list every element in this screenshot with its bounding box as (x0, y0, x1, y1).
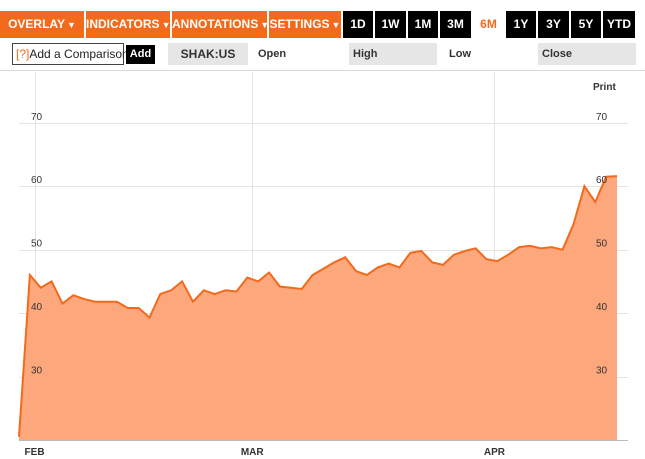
x-tick-label: APR (484, 447, 506, 458)
price-line (18, 175, 618, 437)
annotations-label: ANNOTATIONS (172, 17, 259, 31)
range-1d-button[interactable]: 1D (343, 11, 373, 38)
chevron-down-icon: ▼ (331, 20, 341, 30)
y-tick-label: 70 (596, 112, 608, 123)
price-area (19, 176, 617, 440)
high-field (349, 43, 437, 65)
range-3y-button[interactable]: 3Y (538, 11, 569, 38)
low-label: Low (449, 48, 471, 60)
overlay-menu[interactable]: OVERLAY ▼ (0, 11, 84, 38)
add-comparison-label: Add a Comparison (29, 47, 129, 61)
range-ytd-button[interactable]: YTD (603, 11, 635, 38)
high-label: High (353, 48, 378, 60)
ticker-symbol: SHAK:US (168, 43, 248, 65)
y-tick-label: 40 (596, 302, 608, 313)
help-icon[interactable]: [?] (16, 47, 30, 61)
y-tick-label: 60 (596, 175, 608, 186)
x-tick-label: MAR (241, 447, 265, 458)
y-tick-label: 50 (31, 239, 43, 250)
y-tick-label: 30 (31, 366, 43, 377)
annotations-menu[interactable]: ANNOTATIONS ▼ (172, 11, 270, 38)
y-tick-label: 70 (31, 112, 43, 123)
y-tick-label: 60 (31, 175, 43, 186)
x-axis: FEB MAR APR (25, 447, 506, 458)
overlay-label: OVERLAY (8, 17, 65, 31)
y-axis-left: 30 40 50 60 70 (31, 112, 43, 377)
print-button[interactable]: Print (593, 82, 616, 93)
x-tick-label: FEB (25, 447, 45, 458)
settings-menu[interactable]: SETTINGS ▼ (269, 11, 341, 38)
open-label: Open (258, 48, 287, 60)
add-comparison-field[interactable]: [?]Add a Comparison (12, 43, 129, 65)
close-label: Close (542, 48, 572, 60)
chart-toolbar: OVERLAY ▼ INDICATORS ▼ ANNOTATIONS ▼ SETTIN… (0, 0, 645, 38)
chevron-down-icon: ▼ (161, 20, 171, 30)
range-1w-button[interactable]: 1W (375, 11, 406, 38)
range-3m-button[interactable]: 3M (440, 11, 471, 38)
y-tick-label: 40 (31, 302, 43, 313)
add-comparison-button[interactable]: Add (126, 45, 155, 64)
y-tick-label: 50 (596, 239, 608, 250)
indicators-label: INDICATORS (86, 17, 160, 31)
y-axis-right: 30 40 50 60 70 (596, 112, 608, 377)
chevron-down-icon: ▼ (66, 20, 76, 30)
range-5y-button[interactable]: 5Y (571, 11, 601, 38)
close-field (538, 43, 636, 65)
range-6m-button[interactable]: 6M (473, 11, 504, 38)
settings-label: SETTINGS (269, 17, 330, 31)
indicators-menu[interactable]: INDICATORS ▼ (86, 11, 170, 38)
chevron-down-icon: ▼ (260, 20, 270, 30)
range-1m-button[interactable]: 1M (408, 11, 438, 38)
range-1y-button[interactable]: 1Y (506, 11, 536, 38)
y-tick-label: 30 (596, 366, 608, 377)
